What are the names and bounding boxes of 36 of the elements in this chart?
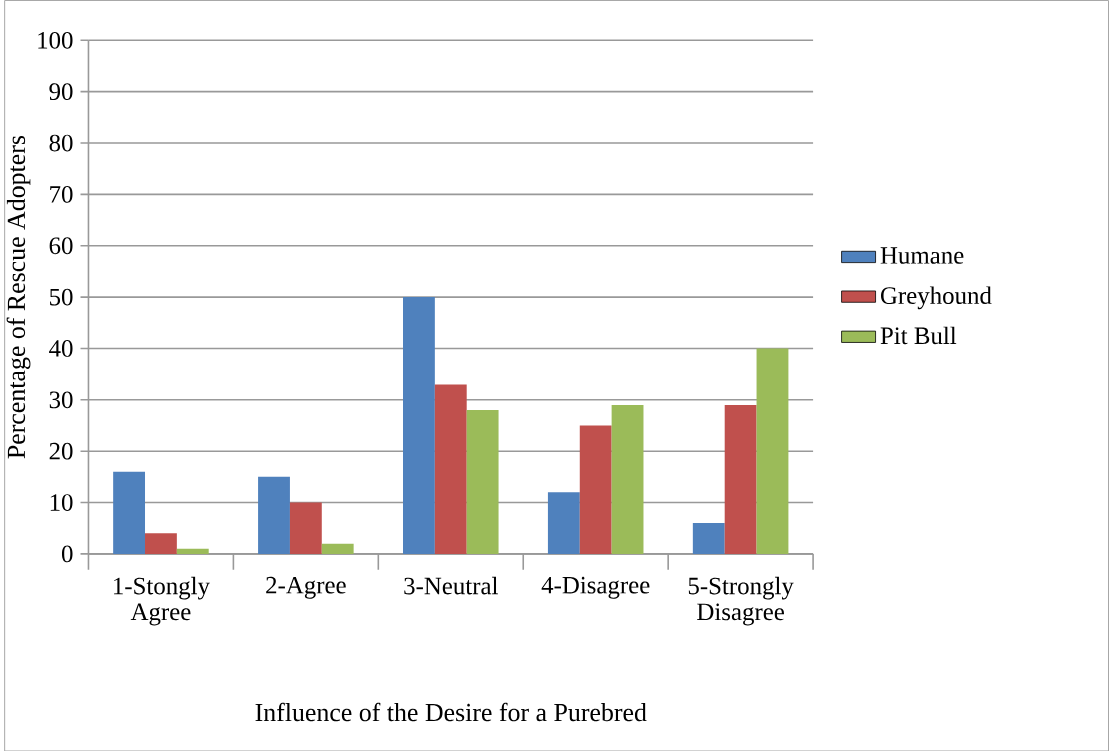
legend-label: Greyhound — [880, 286, 992, 309]
y-tick-label: 70 — [50, 185, 73, 203]
y-tick-label: 10 — [50, 493, 73, 511]
bar — [724, 404, 757, 554]
y-tick-label: 0 — [61, 545, 73, 563]
bar — [611, 404, 644, 554]
y-tick-label: 60 — [49, 237, 73, 254]
bar — [176, 548, 209, 554]
bar — [403, 296, 435, 554]
x-tick-label: 5-Strongly Disagree — [688, 576, 794, 626]
bar — [258, 476, 290, 554]
bar — [692, 522, 725, 554]
bar — [579, 425, 612, 554]
x-tick-label: 2-Agree — [266, 576, 346, 599]
y-tick-label: 80 — [49, 134, 73, 152]
bar — [289, 502, 322, 554]
bar — [434, 384, 467, 554]
bar — [547, 492, 580, 554]
y-tick-label: 40 — [49, 339, 73, 357]
y-tick-label: 100 — [38, 31, 73, 49]
bar — [466, 409, 499, 554]
legend-label: Pit Bull — [880, 326, 957, 344]
y-tick-label: 90 — [49, 83, 73, 100]
legend-label: Humane — [880, 247, 964, 264]
x-tick-label: 1-Stongly Agree — [114, 576, 210, 626]
bar — [321, 543, 354, 554]
x-tick-label: 3-Neutral — [404, 576, 498, 595]
y-tick-label: 50 — [50, 288, 73, 306]
y-axis-title: Percentage of Rescue Adopters — [6, 135, 31, 459]
bar — [145, 533, 177, 554]
x-tick-label: 4-Disagree — [541, 576, 650, 599]
y-tick-label: 20 — [49, 442, 73, 460]
bar — [113, 471, 146, 554]
y-tick-label: 30 — [49, 391, 73, 408]
x-axis-title: Influence of the Desire for a Purebred — [255, 702, 647, 721]
bar — [756, 348, 789, 554]
